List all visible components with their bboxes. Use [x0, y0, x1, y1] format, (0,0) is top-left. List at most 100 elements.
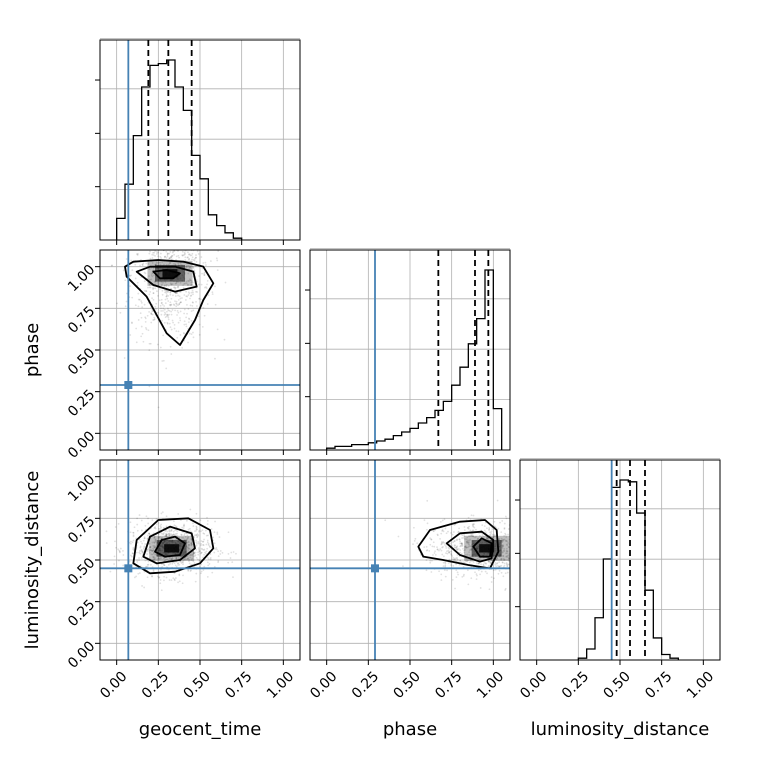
sample-point: [476, 557, 479, 560]
sample-point: [143, 536, 146, 539]
sample-point: [145, 262, 148, 265]
sample-point: [154, 538, 157, 541]
sample-point: [155, 302, 158, 305]
sample-point: [134, 277, 137, 280]
sample-point: [152, 552, 155, 555]
sample-point: [187, 541, 190, 544]
sample-point: [499, 565, 502, 568]
sample-point: [164, 291, 166, 294]
sample-point: [183, 226, 185, 228]
sample-point: [436, 546, 438, 548]
sample-point: [154, 546, 156, 549]
sample-point: [197, 315, 200, 318]
sample-point: [423, 519, 426, 522]
sample-point: [155, 308, 157, 310]
sample-point: [478, 534, 481, 537]
sample-point: [187, 536, 190, 538]
sample-point: [448, 547, 451, 550]
sample-point: [105, 530, 108, 533]
sample-point: [148, 532, 151, 535]
sample-point: [157, 311, 160, 314]
sample-point: [173, 286, 176, 289]
sample-point: [468, 543, 471, 546]
sample-point: [466, 553, 469, 556]
sample-point: [105, 542, 108, 544]
sample-point: [496, 557, 499, 560]
sample-point: [198, 550, 201, 553]
sample-point: [195, 526, 198, 529]
sample-point: [182, 332, 185, 334]
sample-point: [148, 542, 151, 545]
sample-point: [181, 247, 183, 249]
sample-point: [548, 556, 550, 558]
sample-point: [199, 247, 201, 249]
sample-point: [175, 305, 178, 308]
sample-point: [118, 551, 121, 554]
sample-point: [151, 575, 153, 577]
sample-point: [151, 550, 154, 552]
sample-point: [172, 530, 175, 533]
sample-point: [164, 240, 166, 242]
sample-point: [159, 223, 161, 225]
sample-point: [172, 233, 174, 235]
sample-point: [164, 298, 167, 301]
sample-point: [489, 560, 492, 563]
sample-point: [180, 301, 182, 304]
sample-point: [513, 559, 515, 561]
sample-point: [192, 301, 194, 304]
sample-point: [449, 532, 452, 534]
sample-point: [167, 318, 170, 321]
sample-point: [179, 297, 182, 300]
sample-point: [157, 558, 159, 560]
sample-point: [463, 529, 466, 532]
sample-point: [177, 237, 179, 239]
sample-point: [149, 545, 152, 548]
sample-point: [206, 516, 208, 519]
contour-level: [135, 265, 198, 293]
sample-point: [206, 236, 208, 238]
sample-point: [169, 326, 172, 329]
sample-point: [203, 565, 206, 568]
sample-point: [425, 569, 428, 572]
sample-point: [178, 302, 181, 305]
sample-point: [171, 562, 174, 565]
sample-point: [413, 539, 416, 542]
sample-point: [170, 310, 173, 313]
sample-point: [143, 234, 145, 236]
sample-point: [189, 278, 191, 280]
sample-point: [532, 542, 534, 544]
sample-point: [205, 534, 208, 537]
sample-point: [143, 537, 146, 540]
sample-point: [175, 302, 177, 305]
sample-point: [160, 532, 163, 535]
sample-point: [460, 553, 463, 555]
sample-point: [193, 530, 196, 533]
sample-point: [511, 566, 513, 568]
sample-point: [181, 297, 183, 299]
sample-point: [186, 256, 189, 259]
density-cell: [479, 544, 495, 553]
sample-point: [454, 557, 456, 560]
sample-point: [158, 247, 160, 249]
sample-point: [524, 554, 526, 556]
sample-point: [504, 532, 507, 535]
sample-point: [513, 542, 515, 544]
sample-point: [141, 551, 144, 553]
sample-point: [157, 575, 159, 578]
sample-point: [517, 544, 519, 546]
sample-point: [165, 256, 168, 259]
sample-point: [478, 562, 480, 565]
sample-point: [190, 319, 193, 322]
sample-point: [165, 576, 168, 579]
sample-point: [174, 241, 176, 243]
sample-point: [522, 545, 524, 547]
y-tick-label: 0.50: [65, 345, 98, 378]
sample-point: [500, 571, 503, 574]
sample-point: [197, 253, 200, 255]
sample-point: [135, 341, 138, 344]
sample-point: [195, 534, 198, 536]
sample-point: [189, 556, 192, 559]
sample-point: [512, 540, 514, 542]
sample-point: [149, 290, 152, 293]
sample-point: [512, 551, 514, 553]
